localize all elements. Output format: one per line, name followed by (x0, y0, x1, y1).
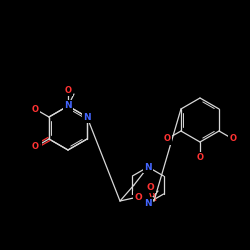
Text: N: N (144, 198, 152, 207)
Text: O: O (33, 142, 41, 150)
Text: N: N (83, 112, 91, 122)
Text: N: N (64, 102, 72, 110)
Text: O: O (164, 134, 170, 143)
Text: N: N (144, 162, 152, 172)
Text: O: O (134, 192, 142, 202)
Text: O: O (32, 104, 38, 114)
Text: O: O (196, 154, 203, 162)
Text: O: O (64, 86, 71, 94)
Text: O: O (32, 142, 38, 152)
Text: O: O (230, 134, 236, 143)
Text: O: O (146, 182, 154, 192)
